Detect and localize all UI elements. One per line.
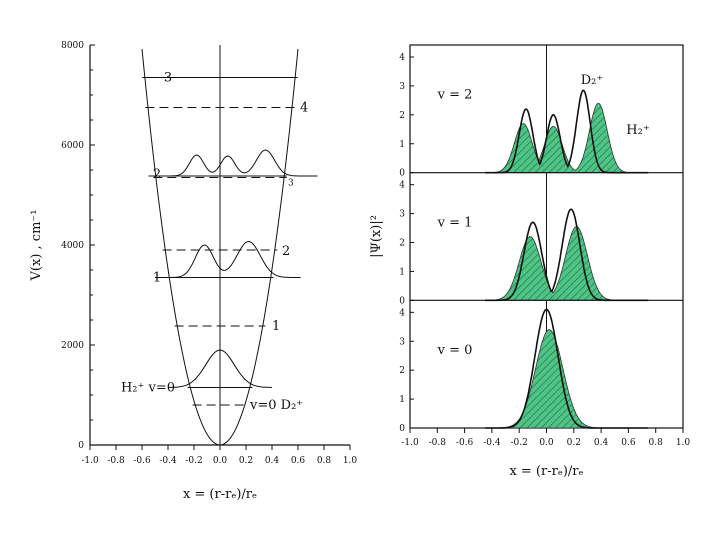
x-tick-label: 0.8 xyxy=(649,438,664,448)
subpanel-label: v = 2 xyxy=(437,88,473,103)
x-tick-label: -0.2 xyxy=(511,438,528,448)
y-tick-label: 0 xyxy=(399,424,405,434)
y-tick-label: 2000 xyxy=(61,341,84,351)
h2-level-label-v1: 1 xyxy=(153,271,161,286)
x-axis-label: x = (r-rₑ)/rₑ xyxy=(183,487,257,502)
legend-d2-label: D₂⁺ xyxy=(581,73,604,88)
x-tick-label: 0.2 xyxy=(567,438,581,448)
x-tick-label: -0.8 xyxy=(107,456,125,466)
y-tick-label: 2 xyxy=(399,239,405,249)
x-tick-label: -0.6 xyxy=(133,456,151,466)
x-tick-label: 1.0 xyxy=(676,438,691,448)
x-tick-label: 0.6 xyxy=(621,438,636,448)
legend-h2-label: H₂⁺ xyxy=(626,123,649,138)
y-axis-label: V(x) , cm⁻¹ xyxy=(29,210,44,282)
x-axis-label: x = (r-rₑ)/rₑ xyxy=(509,464,583,479)
d2-level-label-v4: 4 xyxy=(300,101,308,116)
x-tick-label: 0.8 xyxy=(317,456,332,466)
x-tick-label: 1.0 xyxy=(343,456,358,466)
h2-level-label-v3: 3 xyxy=(164,71,172,86)
y-tick-label: 1 xyxy=(399,267,405,277)
y-tick-label: 1 xyxy=(399,395,405,405)
potential-energy-chart: 0 2000 4000 6000 8000 -1.0 -0.8 -0.6 -0.4 -0.2 0.0… xyxy=(29,41,357,502)
h2-level-label-v2: 2 xyxy=(153,167,161,182)
h2-density-area xyxy=(485,330,648,428)
d2-level-label-v1: 1 xyxy=(272,319,280,334)
subpanel-label: v = 1 xyxy=(437,215,473,230)
d2-level-label-v3: 3 xyxy=(288,179,294,189)
y-tick-label: 0 xyxy=(399,169,405,179)
wavefunction-curve xyxy=(155,242,301,278)
y-tick-label: 4 xyxy=(399,308,405,318)
y-tick-label: 4 xyxy=(399,181,405,191)
y-tick-label: 3 xyxy=(399,337,405,347)
y-tick-label: 3 xyxy=(399,82,405,92)
x-tick-label: -0.4 xyxy=(483,438,501,448)
h2-density-area xyxy=(485,227,648,301)
probability-density-chart: 0 1 2 3 4 v = 2 0 1 2 3 4 v = 1 0 1 2 3 4 v = 0 -1.0 -0.8 -0… xyxy=(369,45,690,479)
y-tick-label: 0 xyxy=(399,296,405,306)
x-tick-label: -0.2 xyxy=(185,456,202,466)
x-tick-label: -0.6 xyxy=(456,438,474,448)
h2-level-label-v0: H₂⁺ v=0 xyxy=(121,381,175,396)
y-tick-label: 1 xyxy=(399,140,405,150)
d2-level-label-v0: v=0 D₂⁺ xyxy=(249,398,303,413)
x-tick-label: 0.4 xyxy=(265,456,280,466)
x-tick-label: 0.6 xyxy=(291,456,306,466)
x-tick-label: 0.0 xyxy=(213,456,228,466)
y-tick-label: 2 xyxy=(399,111,405,121)
y-tick-label: 3 xyxy=(399,210,405,220)
y-tick-label: 8000 xyxy=(61,41,84,51)
y-tick-label: 2 xyxy=(399,366,405,376)
d2-level-label-v2: 2 xyxy=(282,244,290,259)
x-tick-label: -0.4 xyxy=(159,456,177,466)
y-tick-label: 4 xyxy=(399,53,405,63)
x-tick-label: -1.0 xyxy=(81,456,99,466)
y-tick-label: 0 xyxy=(78,441,84,451)
subpanel-label: v = 0 xyxy=(437,343,473,358)
x-tick-label: 0.2 xyxy=(239,456,253,466)
y-axis-label: |Ψ(x)|² xyxy=(369,215,384,258)
x-tick-label: -0.8 xyxy=(429,438,447,448)
x-tick-label: -1.0 xyxy=(401,438,419,448)
y-tick-label: 6000 xyxy=(61,141,84,151)
x-tick-label: 0.4 xyxy=(594,438,609,448)
x-tick-label: 0.0 xyxy=(539,438,554,448)
y-tick-label: 4000 xyxy=(61,241,84,251)
wavefunction-curve xyxy=(149,150,318,176)
